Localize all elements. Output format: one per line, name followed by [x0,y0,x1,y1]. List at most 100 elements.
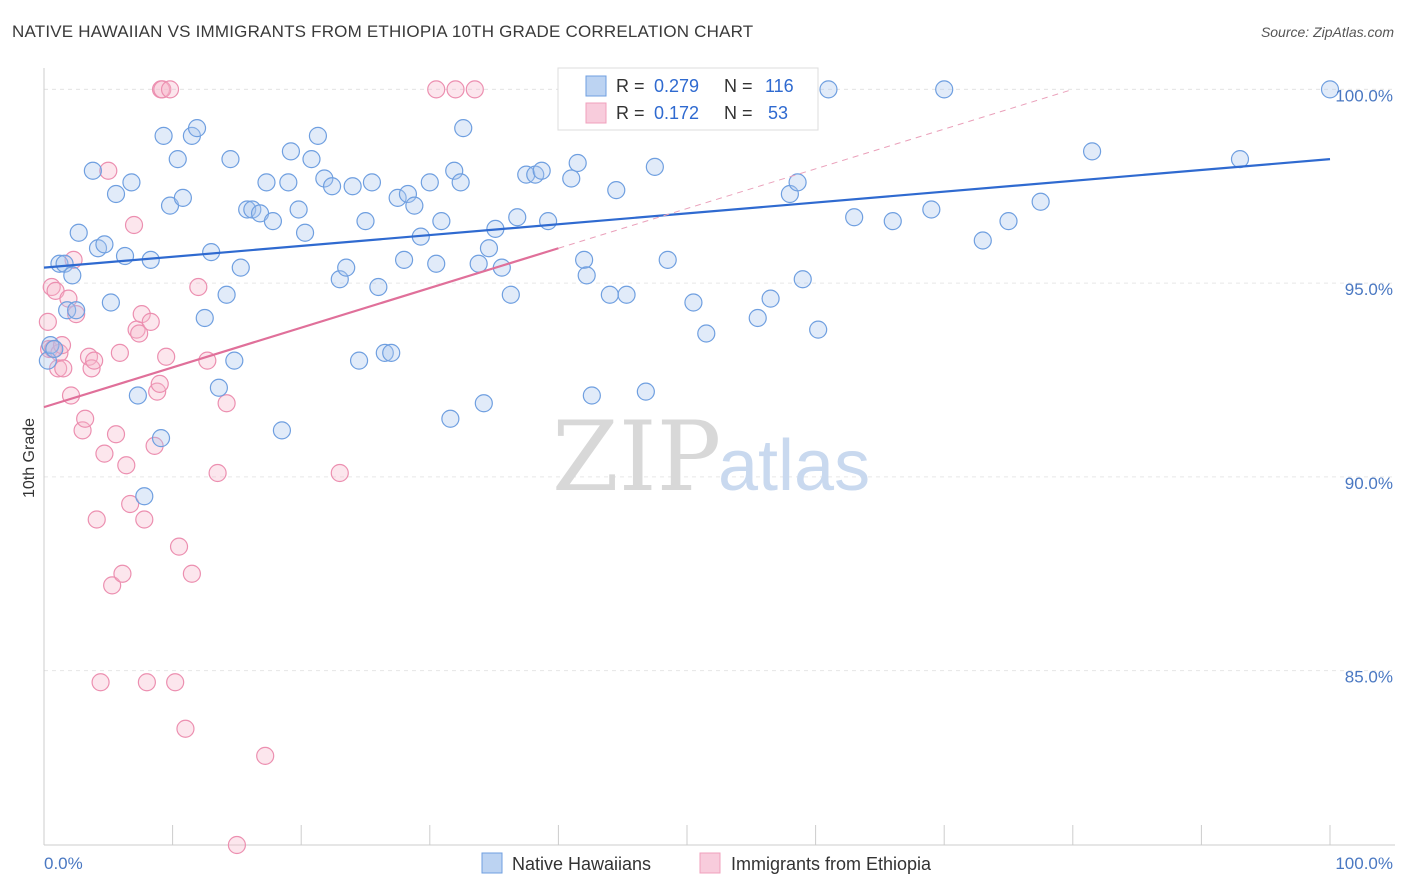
native-hawaiian-point-73 [501,285,520,304]
ethiopia-point-46 [189,277,208,297]
ethiopia-point-53 [427,80,446,99]
ethiopia-point-25 [113,564,132,583]
native-hawaiian-point-86 [600,285,619,304]
ethiopia-point-24 [110,343,129,362]
native-hawaiian-point-52 [362,173,382,192]
native-hawaiian-point-106 [845,208,864,227]
ethiopia-points [38,80,484,855]
native-hawaiian-point-48 [337,258,356,277]
native-hawaiian-point-30 [221,150,240,169]
ethiopia-point-37 [150,374,169,393]
ethiopia-point-54 [446,80,465,99]
native-hawaiian-point-62 [427,254,446,273]
y-tick-label-85: 85.0% [1345,668,1393,687]
bottom-legend-label-native-hawaiians: Native Hawaiians [512,854,651,874]
ethiopia-point-27 [121,494,140,514]
ethiopia-point-20 [95,444,114,463]
ethiopia-point-39 [153,80,172,99]
native-hawaiian-point-54 [375,343,394,362]
native-hawaiian-point-15 [122,173,141,192]
watermark-zip: ZIP [552,401,721,513]
native-hawaiian-point-3 [50,254,69,273]
y-axis-label: 10th Grade [21,418,38,498]
ethiopia-point-19 [91,673,110,692]
ethiopia-point-21 [99,161,118,180]
y-tick-label-95: 95.0% [1345,280,1393,299]
ethiopia-point-42 [166,673,185,692]
ethiopia-point-23 [106,425,126,444]
legend-r-label-2: R = [616,103,645,123]
native-hawaiian-point-20 [154,126,173,145]
native-hawaiian-point-67 [454,119,473,138]
ethiopia-point-55 [465,80,484,99]
native-hawaiian-point-28 [209,378,228,397]
native-hawaiian-point-49 [343,177,362,196]
native-hawaiian-point-109 [935,80,954,99]
legend-n-label-2: N = [724,103,753,123]
native-hawaiian-point-0 [38,351,57,370]
ethiopia-point-45 [182,564,201,583]
ethiopia-point-26 [117,456,136,475]
x-tick-label-min: 0.0% [44,854,83,873]
native-hawaiian-point-36 [257,173,276,192]
ethiopia-point-44 [176,719,195,738]
bottom-legend-label-ethiopia: Immigrants from Ethiopia [731,854,932,874]
native-hawaiian-point-69 [474,394,493,413]
ethiopia-point-14 [76,409,95,428]
native-hawaiian-point-57 [394,250,414,269]
native-hawaiian-point-43 [302,150,321,169]
native-hawaiian-point-12 [101,293,120,312]
axes [43,68,1395,846]
native-hawaiian-point-74 [508,208,527,227]
native-hawaiian-point-108 [922,200,941,219]
y-tick-label-100: 100.0% [1335,86,1393,105]
native-hawaiian-point-115 [1320,80,1340,99]
native-hawaiian-point-32 [231,258,250,277]
legend-r-label-1: R = [616,76,645,96]
native-hawaiian-point-61 [420,173,439,192]
ethiopia-point-32 [135,510,154,529]
native-hawaiian-point-107 [883,212,902,231]
ethiopia-point-49 [217,394,236,413]
native-hawaiian-point-2 [45,339,64,359]
native-hawaiian-point-46 [322,177,342,196]
y-tick-label-90: 90.0% [1345,474,1393,493]
native-hawaiian-point-53 [369,277,388,297]
native-hawaiian-point-17 [135,487,154,506]
y-tick-labels: 85.0% 90.0% 95.0% 100.0% [1335,86,1393,686]
legend-swatch-ethiopia [585,102,607,124]
native-hawaiian-point-42 [295,223,315,242]
source-label: Source: ZipAtlas.com [1260,24,1394,40]
native-hawaiian-point-80 [568,153,587,173]
native-hawaiian-point-95 [697,324,716,343]
bottom-legend-swatch-native-hawaiians [481,852,503,874]
native-hawaiian-point-38 [272,421,292,440]
native-hawaiian-point-104 [809,320,828,339]
ethiopia-point-28 [124,215,144,235]
top-legend: R = 0.279 N = 116 R = 0.172 N = 53 [557,67,819,131]
chart-title: NATIVE HAWAIIAN VS IMMIGRANTS FROM ETHIO… [12,22,754,41]
native-hawaiian-point-90 [636,382,655,401]
ethiopia-point-50 [227,835,246,855]
ethiopia-point-18 [87,510,106,529]
legend-n-value-2: 53 [768,103,788,123]
native-hawaiian-point-9 [83,161,102,180]
native-hawaiian-point-91 [645,157,664,176]
native-hawaiian-point-70 [479,239,499,258]
native-hawaiian-point-103 [793,270,812,289]
native-hawaiian-point-7 [67,301,86,320]
ethiopia-point-52 [330,463,349,483]
ethiopia-point-8 [54,359,73,378]
native-hawaiian-point-112 [1031,192,1050,211]
native-hawaiian-points [38,80,1340,506]
ethiopia-point-41 [160,80,180,99]
native-hawaiian-point-41 [289,200,308,219]
native-hawaiian-point-56 [388,188,407,207]
native-hawaiian-point-82 [577,266,596,285]
watermark-atlas: atlas [718,426,870,506]
native-hawaiian-point-29 [217,285,236,304]
native-hawaiian-point-79 [562,169,581,188]
native-hawaiian-point-11 [95,235,114,254]
native-hawaiian-point-59 [405,196,424,215]
